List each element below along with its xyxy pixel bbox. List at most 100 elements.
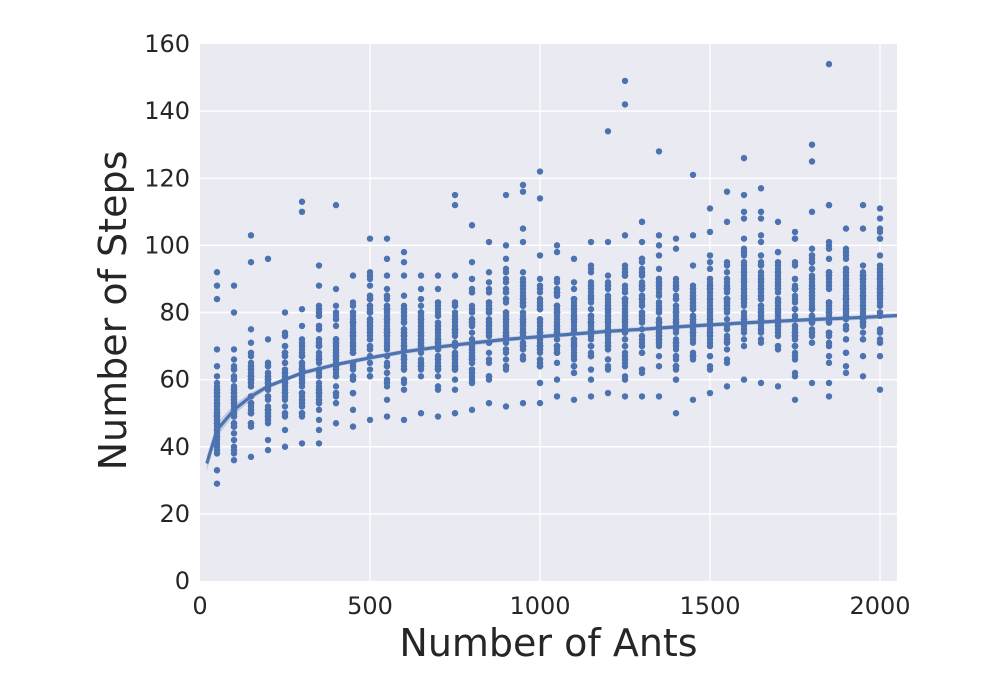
data-point-513 (400, 386, 408, 393)
data-point-1101 (604, 292, 612, 299)
data-point-481 (383, 316, 391, 323)
data-point-1504 (757, 292, 765, 299)
data-point-821 (502, 265, 510, 273)
data-point-1557 (774, 305, 782, 313)
data-point-1794 (876, 386, 884, 393)
data-point-335 (332, 399, 340, 407)
data-point-1199 (655, 252, 663, 259)
data-point-414 (366, 416, 374, 424)
data-point-1734 (842, 349, 850, 356)
data-point-1560 (774, 279, 782, 286)
data-point-581 (417, 285, 425, 293)
data-point-480 (383, 255, 391, 262)
data-point-910 (536, 319, 544, 326)
data-point-1607 (791, 285, 799, 293)
data-point-486 (383, 336, 391, 343)
data-point-451 (366, 366, 374, 373)
y-tick-label-6: 120 (144, 164, 190, 192)
data-point-84 (230, 436, 238, 444)
x-tick-label-0: 0 (192, 592, 207, 620)
data-point-132 (247, 399, 255, 407)
data-point-690 (468, 406, 476, 414)
data-point-1866 (706, 205, 714, 212)
data-point-734 (468, 346, 476, 353)
data-point-135 (247, 409, 255, 417)
data-point-1855 (519, 181, 527, 189)
data-point-1461 (740, 245, 748, 252)
data-point-346 (332, 309, 340, 316)
data-point-1241 (655, 336, 663, 343)
data-point-221 (281, 332, 289, 340)
data-point-1727 (842, 363, 850, 370)
data-point-674 (451, 376, 459, 383)
data-point-966 (570, 396, 578, 403)
data-point-306 (315, 426, 323, 434)
data-point-1766 (859, 352, 867, 360)
data-point-631 (434, 386, 442, 393)
data-point-1863 (638, 218, 646, 226)
data-point-1053 (587, 352, 595, 360)
data-point-874 (536, 399, 544, 407)
data-point-602 (434, 285, 442, 293)
data-point-1439 (740, 235, 748, 242)
data-point-1861 (621, 77, 629, 85)
data-point-786 (502, 356, 510, 363)
data-point-1059 (604, 238, 612, 246)
data-point-1131 (621, 359, 629, 367)
data-point-782 (502, 403, 510, 410)
data-point-403 (349, 342, 357, 350)
data-point-185 (281, 309, 289, 316)
data-point-216 (281, 426, 289, 434)
data-point-743 (485, 349, 493, 356)
data-point-1146 (621, 319, 629, 326)
data-point-1695 (825, 339, 833, 346)
data-point-1423 (723, 359, 731, 367)
data-point-783 (502, 242, 510, 249)
data-point-1147 (621, 289, 629, 296)
data-point-588 (417, 332, 425, 340)
data-point-1099 (604, 312, 612, 320)
data-point-1842 (213, 295, 221, 303)
data-point-1873 (808, 141, 816, 148)
x-tick-label-3: 1500 (679, 592, 740, 620)
data-point-1378 (706, 265, 714, 273)
data-point-546 (400, 305, 408, 313)
data-point-1862 (621, 101, 629, 108)
data-point-1795 (876, 205, 884, 212)
data-point-506 (400, 416, 408, 424)
data-point-823 (502, 289, 510, 296)
data-point-415 (366, 235, 374, 242)
data-point-1092 (604, 302, 612, 309)
data-point-685 (451, 316, 459, 323)
data-point-457 (366, 319, 374, 326)
data-point-1242 (672, 409, 680, 417)
data-point-886 (536, 379, 544, 387)
data-point-915 (536, 359, 544, 367)
data-point-641 (434, 336, 442, 343)
data-point-323 (332, 285, 340, 293)
data-point-1417 (723, 285, 731, 293)
data-point-1516 (757, 279, 765, 286)
data-point-680 (451, 309, 459, 316)
data-point-1853 (468, 222, 476, 229)
data-point-738 (485, 279, 493, 286)
data-point-936 (553, 359, 561, 367)
data-point-505 (383, 329, 391, 336)
data-point-1028 (587, 376, 595, 383)
data-point-1877 (825, 245, 833, 252)
data-point-1514 (757, 285, 765, 293)
data-point-1078 (604, 366, 612, 373)
data-point-1643 (808, 252, 816, 259)
data-point-1698 (825, 319, 833, 326)
data-point-866 (519, 346, 527, 353)
data-point-381 (349, 406, 357, 414)
data-point-231 (298, 305, 306, 313)
data-point-873 (519, 319, 527, 326)
data-point-460 (383, 413, 391, 420)
data-point-1832 (876, 262, 884, 269)
data-point-227 (281, 409, 289, 417)
data-point-965 (553, 322, 561, 330)
data-point-331 (332, 383, 340, 390)
data-point-1701 (825, 329, 833, 336)
data-point-691 (468, 258, 476, 266)
